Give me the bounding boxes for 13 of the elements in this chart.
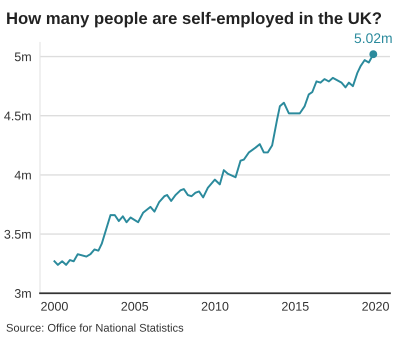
x-tick-label: 2005	[121, 302, 148, 311]
y-tick-label: 4m	[14, 170, 31, 180]
x-tick-label: 2000	[41, 302, 68, 311]
x-tick-label: 2010	[202, 302, 228, 311]
y-tick-label: 3m	[14, 289, 31, 298]
x-tick-label: 2020	[362, 302, 389, 311]
source-note: Source: Office for National Statistics	[6, 324, 184, 332]
chart-title: How many people are self-employed in the UK?	[7, 12, 382, 28]
y-tick-label: 5m	[14, 52, 31, 62]
y-tick-label: 4.5m	[4, 112, 31, 120]
x-tick-label: 2015	[282, 302, 309, 311]
data-label: 5.02m	[354, 33, 392, 44]
y-tick-label: 3.5m	[4, 230, 31, 239]
